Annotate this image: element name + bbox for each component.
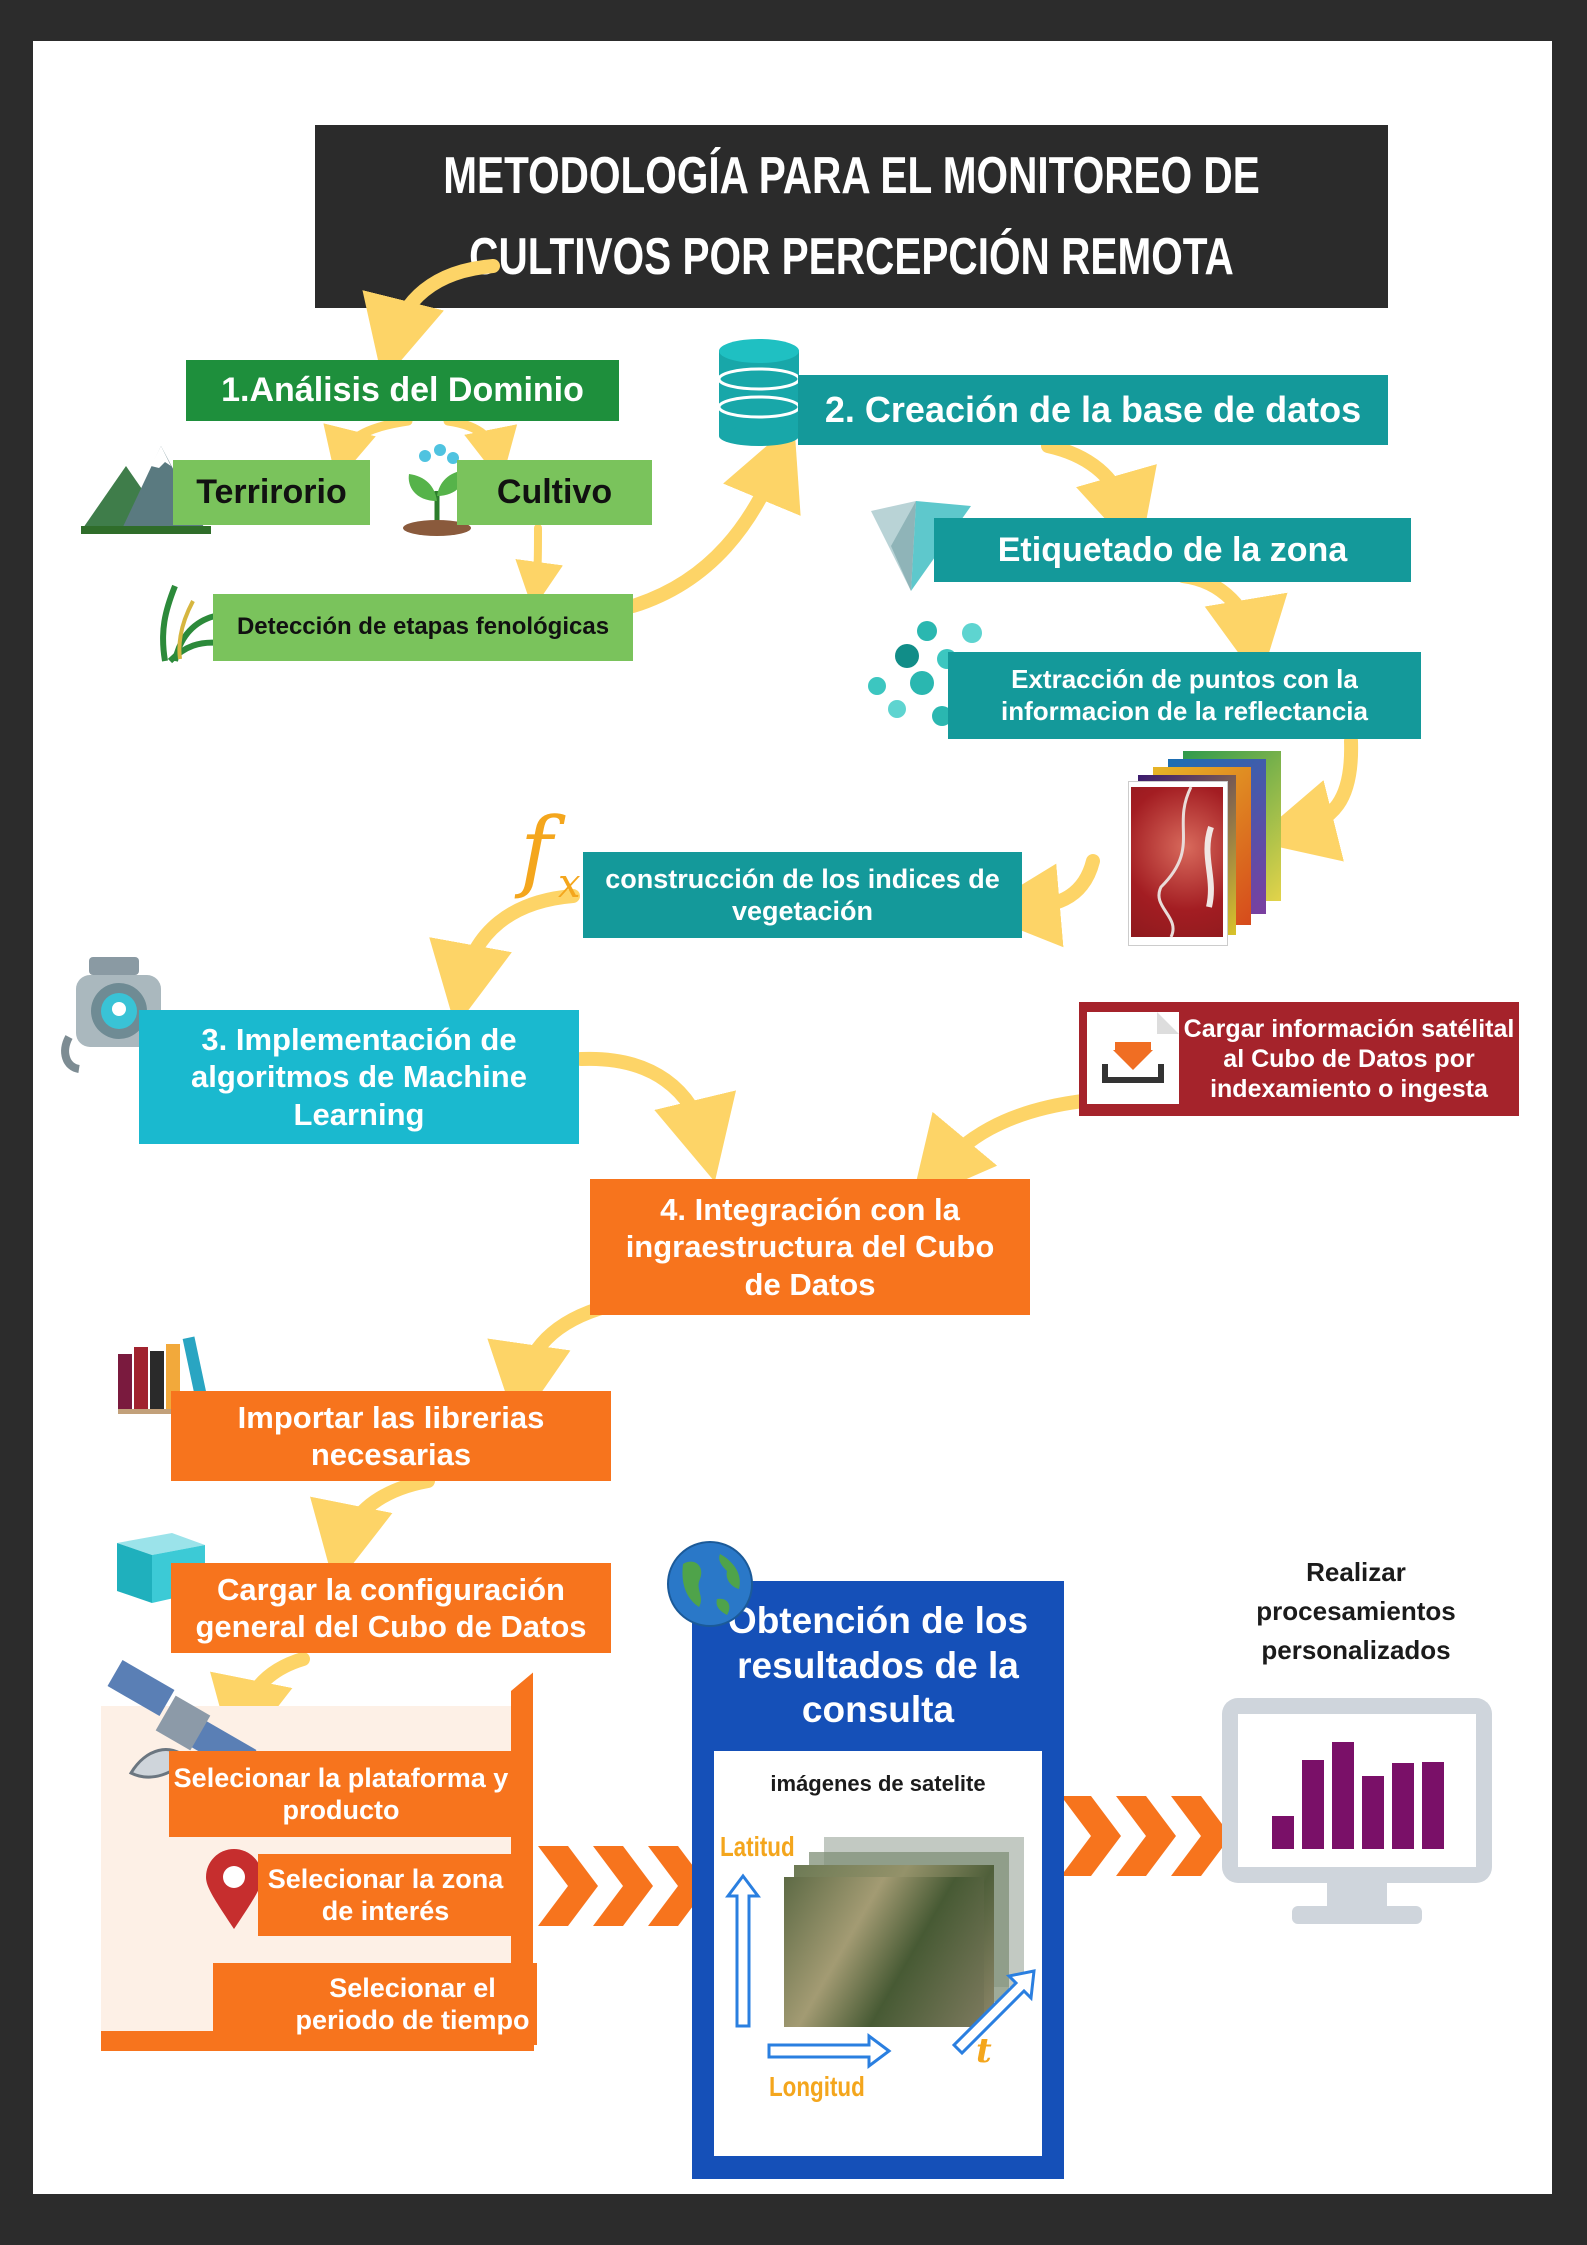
title-banner: METODOLOGÍA PARA EL MONITOREO DE CULTIVO… (315, 125, 1388, 308)
box-select-period[interactable]: Selecionar el periodo de tiempo (213, 1963, 537, 2045)
map-pin-icon (206, 1849, 262, 1929)
time-arrow-icon (951, 1969, 1036, 2056)
latitude-label: Latitud (720, 1831, 795, 1862)
download-icon (1087, 1012, 1179, 1104)
longitude-label: Longitud (769, 2071, 865, 2102)
box-load-satellite: Cargar información satélital al Cubo de … (1079, 1002, 1519, 1116)
box-phenology: Detección de etapas fenológicas (213, 594, 633, 661)
longitude-arrow-icon (767, 2033, 892, 2069)
database-icon (717, 339, 801, 446)
chevrons-left (538, 1846, 708, 1926)
latitude-arrow-icon (725, 1873, 761, 2028)
custom-processing-label: Realizar procesamientos personalizados (1256, 1557, 1456, 1665)
satellite-image-cube (784, 1837, 1024, 2027)
results-title: Obtención de los resultados de la consul… (727, 1600, 1029, 1731)
chevrons-right (1061, 1796, 1231, 1876)
box-extraction: Extracción de puntos con la informacion … (948, 652, 1421, 739)
infographic-page: METODOLOGÍA PARA EL MONITOREO DE CULTIVO… (33, 41, 1552, 2194)
box-load-config: Cargar la configuración general del Cubo… (171, 1563, 611, 1653)
satellite-stack-icon (1093, 751, 1293, 946)
box-labeling: Etiquetado de la zona (934, 518, 1411, 582)
box-select-platform[interactable]: Selecionar la plataforma y producto (169, 1751, 513, 1837)
monitor-chart-icon (1222, 1698, 1492, 1924)
results-panel: Obtención de los resultados de la consul… (692, 1581, 1064, 2179)
results-image-area: imágenes de satelite Latitud Longitud t (714, 1751, 1042, 2156)
step-database: 2. Creación de la base de datos (798, 375, 1388, 445)
satellite-images-label: imágenes de satelite (770, 1771, 986, 1796)
step-machine-learning: 3. Implementación de algoritmos de Machi… (139, 1010, 579, 1144)
box-crop: Cultivo (457, 460, 652, 525)
globe-icon (667, 1541, 753, 1627)
fx-f-letter: f (520, 798, 553, 901)
load-satellite-text: Cargar información satélital al Cubo de … (1183, 1015, 1515, 1103)
time-label: t (976, 2031, 992, 2071)
step-domain-analysis: 1.Análisis del Dominio (186, 360, 619, 421)
step-integration: 4. Integración con la ingraestructura de… (590, 1179, 1030, 1315)
box-select-zone[interactable]: Selecionar la zona de interés (258, 1854, 513, 1936)
box-territory: Terrirorio (173, 460, 370, 525)
box-import-libs: Importar las librerias necesarias (171, 1391, 611, 1481)
box-indices: construcción de los indices de vegetació… (583, 852, 1022, 938)
fx-icon: f x (520, 798, 581, 908)
page-title: METODOLOGÍA PARA EL MONITOREO DE CULTIVO… (443, 146, 1260, 286)
